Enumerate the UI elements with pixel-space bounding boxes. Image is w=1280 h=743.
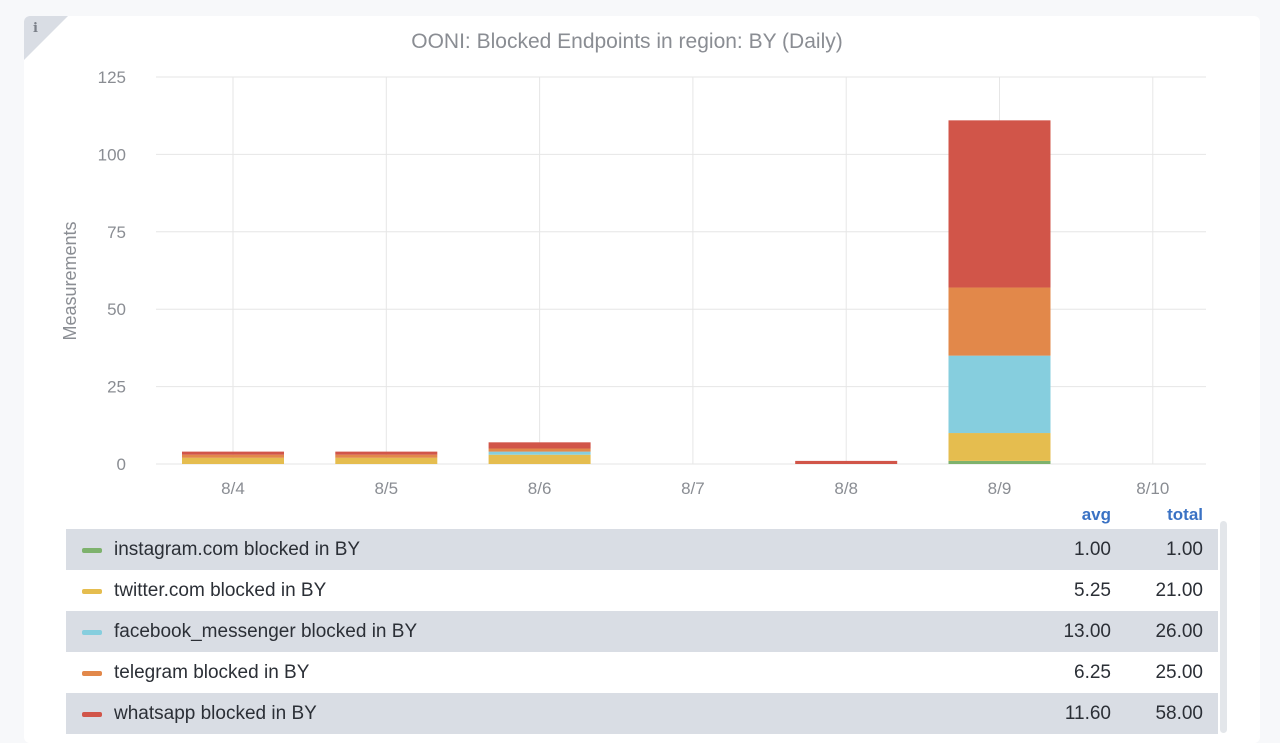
legend-row[interactable]: twitter.com blocked in BY 5.25 21.00 bbox=[66, 570, 1218, 611]
y-tick-label: 100 bbox=[98, 145, 126, 164]
x-tick-label: 8/8 bbox=[834, 479, 858, 498]
x-tick-label: 8/10 bbox=[1136, 479, 1169, 498]
bar-segment[interactable] bbox=[795, 460, 898, 464]
bar-segment[interactable] bbox=[948, 120, 1051, 288]
bar-segment[interactable] bbox=[182, 457, 284, 464]
legend-avg-value: 1.00 bbox=[1074, 539, 1111, 560]
bar-segment[interactable] bbox=[488, 448, 591, 452]
x-tick-label: 8/5 bbox=[374, 479, 398, 498]
bar-segment[interactable] bbox=[335, 451, 438, 455]
bar-segment[interactable] bbox=[488, 442, 591, 449]
legend-header: avg total bbox=[66, 505, 1218, 527]
bar-segment[interactable] bbox=[182, 451, 284, 455]
legend-swatch[interactable] bbox=[82, 589, 102, 594]
legend-row[interactable]: whatsapp blocked in BY 11.60 58.00 bbox=[66, 693, 1218, 734]
chart-title: OONI: Blocked Endpoints in region: BY (D… bbox=[411, 30, 842, 53]
legend-series-name[interactable]: twitter.com blocked in BY bbox=[114, 580, 327, 601]
legend-avg-value: 11.60 bbox=[1064, 703, 1111, 724]
legend-avg-value: 6.25 bbox=[1074, 662, 1111, 683]
legend-swatch[interactable] bbox=[82, 630, 102, 635]
legend-total-value: 58.00 bbox=[1155, 703, 1203, 724]
legend-avg-value: 13.00 bbox=[1063, 621, 1111, 642]
legend-row[interactable]: instagram.com blocked in BY 1.00 1.00 bbox=[66, 529, 1218, 570]
y-tick-label: 75 bbox=[107, 223, 126, 242]
legend-table: instagram.com blocked in BY 1.00 1.00 twitt… bbox=[66, 529, 1218, 734]
legend-header-avg[interactable]: avg bbox=[1081, 505, 1111, 524]
legend-swatch[interactable] bbox=[82, 671, 102, 676]
info-icon[interactable]: i bbox=[33, 21, 38, 36]
bar-segment[interactable] bbox=[488, 451, 591, 455]
legend-series-name[interactable]: instagram.com blocked in BY bbox=[114, 539, 361, 560]
y-tick-label: 25 bbox=[107, 378, 126, 397]
y-tick-label: 125 bbox=[98, 68, 126, 87]
y-axis-label: Measurements bbox=[60, 221, 80, 340]
legend-total-value: 1.00 bbox=[1166, 539, 1203, 560]
legend-series-name[interactable]: whatsapp blocked in BY bbox=[114, 703, 317, 724]
legend-swatch[interactable] bbox=[82, 548, 102, 553]
x-tick-label: 8/6 bbox=[528, 479, 552, 498]
x-tick-label: 8/4 bbox=[221, 479, 245, 498]
stacked-bar-chart: OONI: Blocked Endpoints in region: BY (D… bbox=[60, 30, 1206, 498]
x-tick-label: 8/7 bbox=[681, 479, 705, 498]
legend-total-value: 25.00 bbox=[1155, 662, 1203, 683]
bar-segment[interactable] bbox=[948, 355, 1051, 434]
legend-row[interactable]: telegram blocked in BY 6.25 25.00 bbox=[66, 652, 1218, 693]
legend-total-value: 26.00 bbox=[1155, 621, 1203, 642]
y-tick-label: 0 bbox=[117, 455, 126, 474]
bar-segment[interactable] bbox=[948, 287, 1051, 356]
panel-info-corner[interactable] bbox=[24, 16, 68, 60]
bar-segment[interactable] bbox=[948, 460, 1051, 464]
x-tick-label: 8/9 bbox=[988, 479, 1012, 498]
legend-swatch[interactable] bbox=[82, 712, 102, 717]
legend-row[interactable]: facebook_messenger blocked in BY 13.00 26.… bbox=[66, 611, 1218, 652]
bar-segment[interactable] bbox=[182, 454, 284, 458]
legend-header-total[interactable]: total bbox=[1167, 505, 1203, 524]
legend-total-value: 21.00 bbox=[1155, 580, 1203, 601]
legend-series-name[interactable]: telegram blocked in BY bbox=[114, 662, 310, 683]
bar-layer bbox=[182, 120, 1051, 464]
bar-segment[interactable] bbox=[335, 454, 438, 458]
bar-segment[interactable] bbox=[488, 454, 591, 464]
legend-avg-value: 5.25 bbox=[1074, 580, 1111, 601]
tick-layer: 0 25 50 75 100 125 8/4 8/5 8/6 8/7 8/8 8/9 8/10 bbox=[98, 68, 1170, 498]
bar-segment[interactable] bbox=[335, 457, 438, 464]
y-tick-label: 50 bbox=[107, 300, 126, 319]
bar-segment[interactable] bbox=[948, 433, 1051, 461]
legend-scrollbar[interactable] bbox=[1220, 521, 1227, 733]
legend-series-name[interactable]: facebook_messenger blocked in BY bbox=[114, 621, 418, 642]
